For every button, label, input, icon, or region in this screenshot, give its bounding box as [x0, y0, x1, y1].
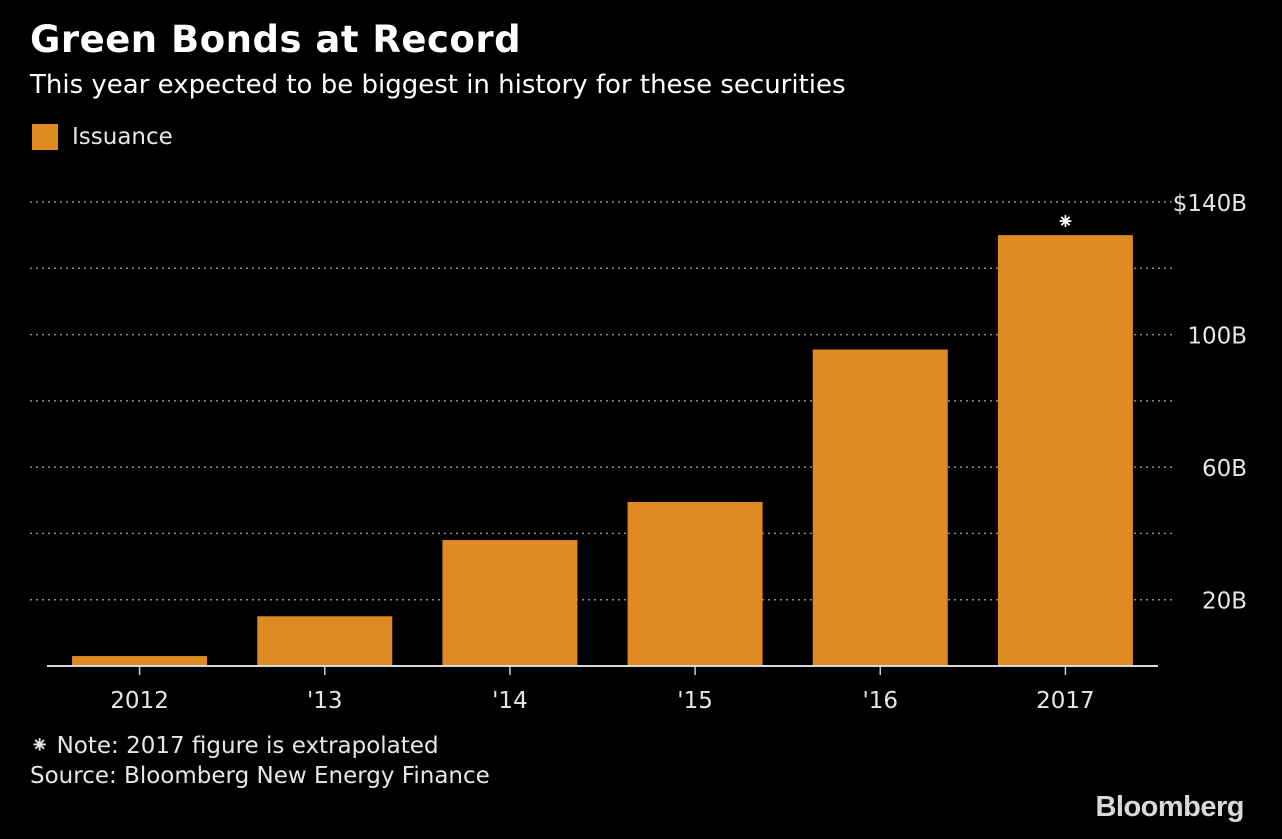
y-tick-label: $140B: [1173, 191, 1247, 217]
x-tick-label: '16: [862, 688, 898, 714]
bar: [72, 656, 208, 666]
bar: [812, 349, 948, 666]
bar: [627, 501, 763, 666]
bar: [442, 540, 578, 666]
chart-note: ⁕ Note: 2017 figure is extrapolated: [30, 733, 439, 759]
x-tick-label: '15: [677, 688, 713, 714]
x-tick-label: '13: [307, 688, 343, 714]
x-tick-label: 2017: [1036, 688, 1095, 714]
legend-label: Issuance: [72, 124, 173, 150]
y-tick-label: 20B: [1202, 589, 1247, 615]
chart-title: Green Bonds at Record: [30, 18, 522, 61]
y-tick-label: 100B: [1187, 324, 1247, 350]
x-tick-label: '14: [492, 688, 528, 714]
chart-subtitle: This year expected to be biggest in hist…: [30, 70, 846, 100]
legend: Issuance: [32, 124, 173, 150]
bar: [257, 616, 393, 666]
y-tick-label: 60B: [1202, 456, 1247, 482]
bar: [997, 235, 1133, 666]
bar-annotation: ⁕: [1056, 210, 1074, 235]
chart-source: Source: Bloomberg New Energy Finance: [30, 763, 490, 789]
legend-swatch: [32, 124, 58, 150]
x-tick-label: 2012: [110, 688, 169, 714]
bloomberg-logo: Bloomberg: [1095, 791, 1244, 823]
